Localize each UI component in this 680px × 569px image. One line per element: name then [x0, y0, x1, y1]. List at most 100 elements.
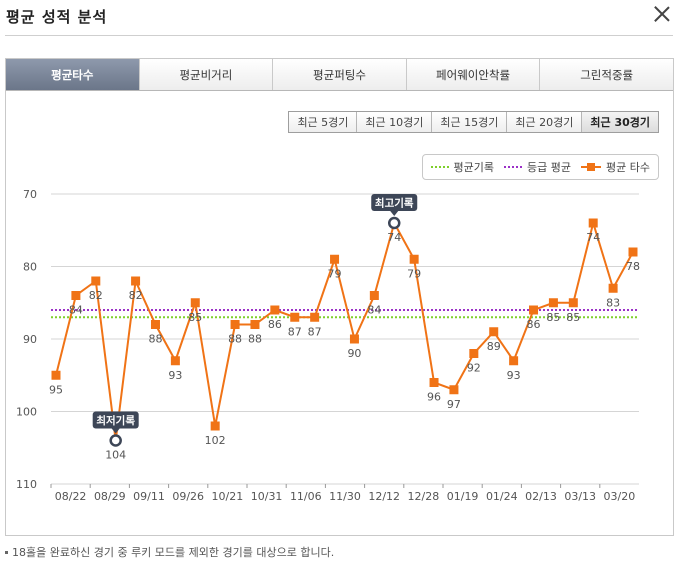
- data-value-label: 78: [626, 260, 640, 273]
- data-value-label: 90: [347, 347, 361, 360]
- range-last-30[interactable]: 최근 30경기: [581, 112, 658, 132]
- data-point-marker: [210, 421, 220, 431]
- close-icon[interactable]: [652, 4, 672, 24]
- data-point-marker: [170, 356, 180, 366]
- data-point-marker: [250, 320, 260, 329]
- x-tick-label: 08/29: [94, 490, 126, 503]
- data-point-marker: [489, 327, 499, 337]
- data-point-marker: [568, 298, 578, 308]
- tab-green-rate[interactable]: 그린적중률: [539, 59, 673, 90]
- legend-grade: 등급 평균: [504, 159, 571, 175]
- data-point-marker: [369, 291, 379, 300]
- tab-avg-strokes[interactable]: 평균타수: [6, 59, 139, 90]
- x-tick-label: 09/11: [133, 490, 165, 503]
- title-divider: [5, 35, 673, 36]
- data-point-marker: [330, 254, 340, 264]
- legend-personal: 평균기록: [430, 159, 495, 175]
- range-last-5[interactable]: 최근 5경기: [289, 112, 357, 132]
- data-value-label: 84: [69, 304, 83, 317]
- footnote-text: 18홀을 완료하신 경기 중 루키 모드를 제외한 경기를 대상으로 합니다.: [12, 546, 335, 559]
- score-series-line: [55, 219, 634, 441]
- x-tick-label: 11/06: [290, 490, 322, 503]
- x-tick-label: 10/21: [212, 490, 244, 503]
- x-tick-label: 09/26: [172, 490, 204, 503]
- x-tick-label: 01/24: [486, 490, 518, 503]
- callout-pointer: [111, 428, 120, 434]
- legend-score-swatch: [581, 163, 602, 171]
- x-tick-label: 10/31: [251, 490, 283, 503]
- data-point-marker: [469, 349, 479, 358]
- window-title: 평균 성적 분석: [6, 8, 108, 26]
- data-value-label: 97: [447, 398, 461, 411]
- data-value-label: 96: [427, 391, 441, 404]
- callout-label: 최고기록: [375, 197, 414, 210]
- data-point-marker: [150, 320, 160, 329]
- score-line-chart: 70 80 90 100 110 08/22 08/29 09/11 09/26 10/21 10/…: [16, 188, 640, 503]
- data-value-label: 88: [248, 333, 262, 346]
- data-value-label: 87: [288, 325, 302, 338]
- data-value-label: 74: [586, 231, 600, 244]
- x-tick-label: 03/20: [604, 490, 636, 503]
- y-tick-label: 80: [23, 261, 37, 274]
- legend-personal-label: 평균기록: [453, 161, 495, 174]
- legend-grade-label: 등급 평균: [527, 161, 572, 174]
- callout-pointer: [390, 211, 399, 216]
- callout-box: [92, 411, 139, 429]
- data-point-marker: [509, 356, 519, 366]
- x-tick-label: 02/13: [525, 490, 557, 503]
- y-tick-label: 110: [16, 478, 37, 491]
- data-value-label: 79: [407, 267, 421, 280]
- tab-fairway-rate[interactable]: 페어웨이안착률: [405, 59, 540, 90]
- y-tick-label: 90: [23, 333, 37, 346]
- range-last-15[interactable]: 최근 15경기: [431, 112, 507, 132]
- data-value-label: 83: [606, 296, 620, 309]
- data-point-marker: [310, 312, 320, 322]
- data-point-marker: [71, 291, 81, 300]
- data-value-label: 86: [268, 318, 282, 331]
- tab-avg-putts[interactable]: 평균퍼팅수: [272, 59, 406, 90]
- legend-personal-swatch: [430, 166, 449, 168]
- tab-avg-distance[interactable]: 평균비거리: [138, 59, 273, 90]
- callout-box: [371, 194, 418, 211]
- y-tick-label: 100: [16, 406, 37, 419]
- range-last-20[interactable]: 최근 20경기: [506, 112, 582, 132]
- range-last-10[interactable]: 최근 10경기: [356, 112, 432, 132]
- data-point-marker: [290, 312, 300, 322]
- data-value-label: 93: [168, 369, 182, 382]
- data-value-label: 84: [367, 304, 381, 317]
- data-value-label: 82: [89, 289, 103, 302]
- x-tick-label: 12/12: [368, 490, 400, 503]
- data-point-marker: [230, 320, 240, 329]
- data-value-label: 89: [487, 340, 501, 353]
- legend-score-label: 평균 타수: [606, 161, 650, 174]
- data-point-marker: [91, 276, 101, 286]
- data-point-marker: [51, 370, 61, 380]
- data-point-marker: [270, 305, 280, 315]
- data-value-label: 88: [228, 333, 242, 346]
- data-value-label: 74: [387, 231, 401, 244]
- data-point-marker: [529, 305, 539, 315]
- data-point-marker: [628, 247, 638, 257]
- data-value-label: 102: [205, 434, 226, 447]
- data-point-marker: [131, 276, 141, 286]
- data-point-marker: [409, 254, 419, 264]
- data-value-label: 86: [527, 318, 541, 331]
- data-value-label: 82: [129, 289, 143, 302]
- range-selector: 최근 5경기 최근 10경기 최근 15경기 최근 20경기 최근 30경기: [288, 111, 659, 133]
- data-value-label: 93: [507, 369, 521, 382]
- legend-grade-swatch: [504, 166, 523, 168]
- data-point-marker: [548, 298, 558, 308]
- x-tick-label: 11/30: [329, 490, 361, 503]
- x-tick-label: 03/13: [564, 490, 596, 503]
- data-point-marker: [588, 218, 598, 228]
- data-value-label: 88: [148, 333, 162, 346]
- bullet-icon: [5, 550, 8, 554]
- data-value-label: 85: [566, 311, 580, 324]
- data-value-label: 92: [467, 362, 481, 375]
- x-tick-label: 01/19: [447, 490, 479, 503]
- chart-panel: 평균타수 평균비거리 평균퍼팅수 페어웨이안착률 그린적중률 최근 5경기 최근…: [5, 58, 674, 536]
- data-point-marker: [349, 334, 359, 344]
- data-value-label: 87: [308, 325, 322, 338]
- data-value-label: 85: [188, 311, 202, 324]
- stat-tabs: 평균타수 평균비거리 평균퍼팅수 페어웨이안착률 그린적중률: [6, 59, 673, 91]
